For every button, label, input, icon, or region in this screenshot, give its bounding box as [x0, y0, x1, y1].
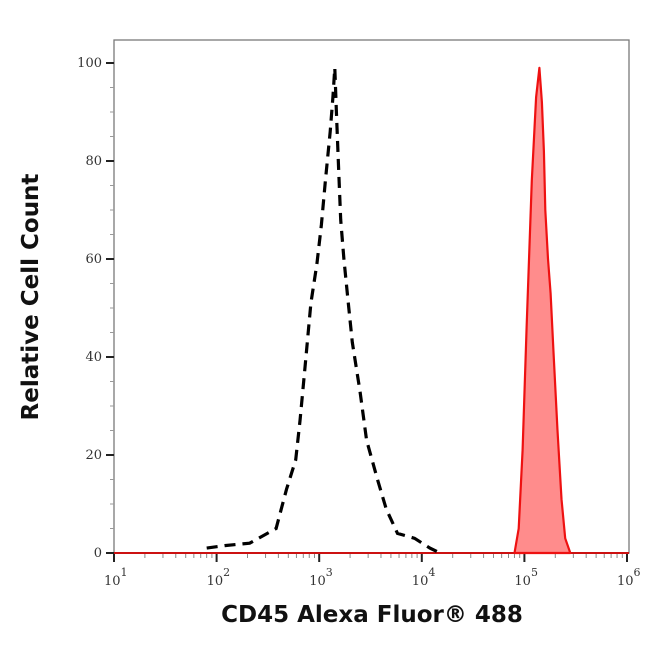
x-axis-title: CD45 Alexa Fluor® 488	[221, 602, 523, 628]
y-tick-label: 40	[85, 350, 102, 365]
y-axis: 0 20 40 60 80 100	[77, 56, 114, 561]
x-tick-label: 102	[207, 566, 231, 589]
x-tick-label: 106	[617, 566, 641, 589]
x-axis: 101 102 103 104 105 106	[104, 553, 641, 589]
y-tick-label: 60	[85, 252, 102, 267]
control-histogram	[206, 67, 441, 555]
y-tick-label: 80	[85, 154, 102, 169]
x-tick-label: 103	[309, 566, 333, 589]
x-tick-label: 101	[104, 566, 128, 589]
x-tick-label: 105	[514, 566, 538, 589]
y-tick-label: 20	[85, 448, 102, 463]
series-layer	[114, 66, 629, 555]
y-axis-title: Relative Cell Count	[18, 174, 44, 421]
x-tick-label: 104	[412, 566, 436, 589]
y-tick-label: 100	[77, 56, 102, 71]
cd45-histogram	[513, 66, 572, 555]
y-tick-label: 0	[94, 546, 102, 561]
